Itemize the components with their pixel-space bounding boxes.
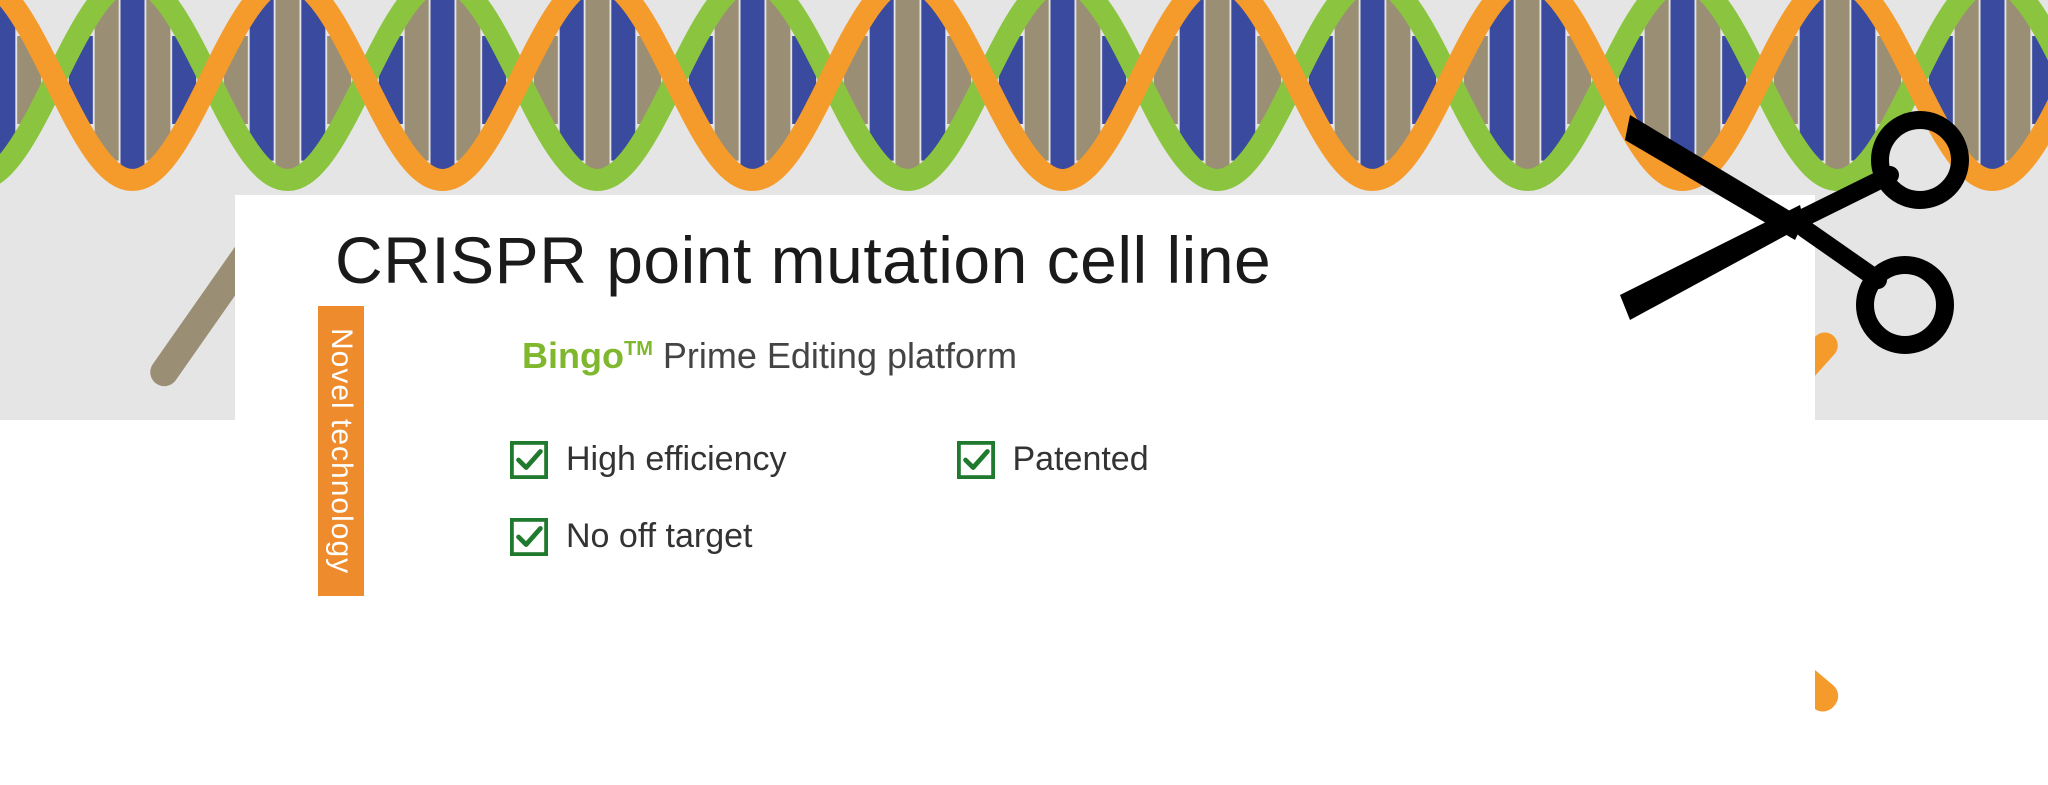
- check-icon: [957, 441, 995, 479]
- novel-technology-label: Novel technology: [324, 328, 358, 574]
- feature-label: No off target: [566, 517, 753, 556]
- feature-item: No off target: [510, 517, 753, 556]
- feature-row: High efficiency Patented: [510, 440, 1410, 479]
- scissors-icon: [1620, 105, 1980, 365]
- feature-item: High efficiency: [510, 440, 787, 479]
- feature-item: Patented: [957, 440, 1149, 479]
- check-icon: [510, 518, 548, 556]
- feature-label: High efficiency: [566, 440, 787, 479]
- brand-name: Bingo: [522, 335, 624, 376]
- main-title: CRISPR point mutation cell line: [335, 222, 1271, 298]
- features-list: High efficiency Patented No off target: [510, 440, 1410, 594]
- subtitle: BingoTM Prime Editing platform: [522, 335, 1017, 377]
- feature-row: No off target: [510, 517, 1410, 556]
- feature-label: Patented: [1013, 440, 1149, 479]
- tagline: Prime Editing platform: [653, 335, 1017, 376]
- novel-technology-tag: Novel technology: [318, 306, 364, 596]
- check-icon: [510, 441, 548, 479]
- trademark: TM: [624, 338, 653, 360]
